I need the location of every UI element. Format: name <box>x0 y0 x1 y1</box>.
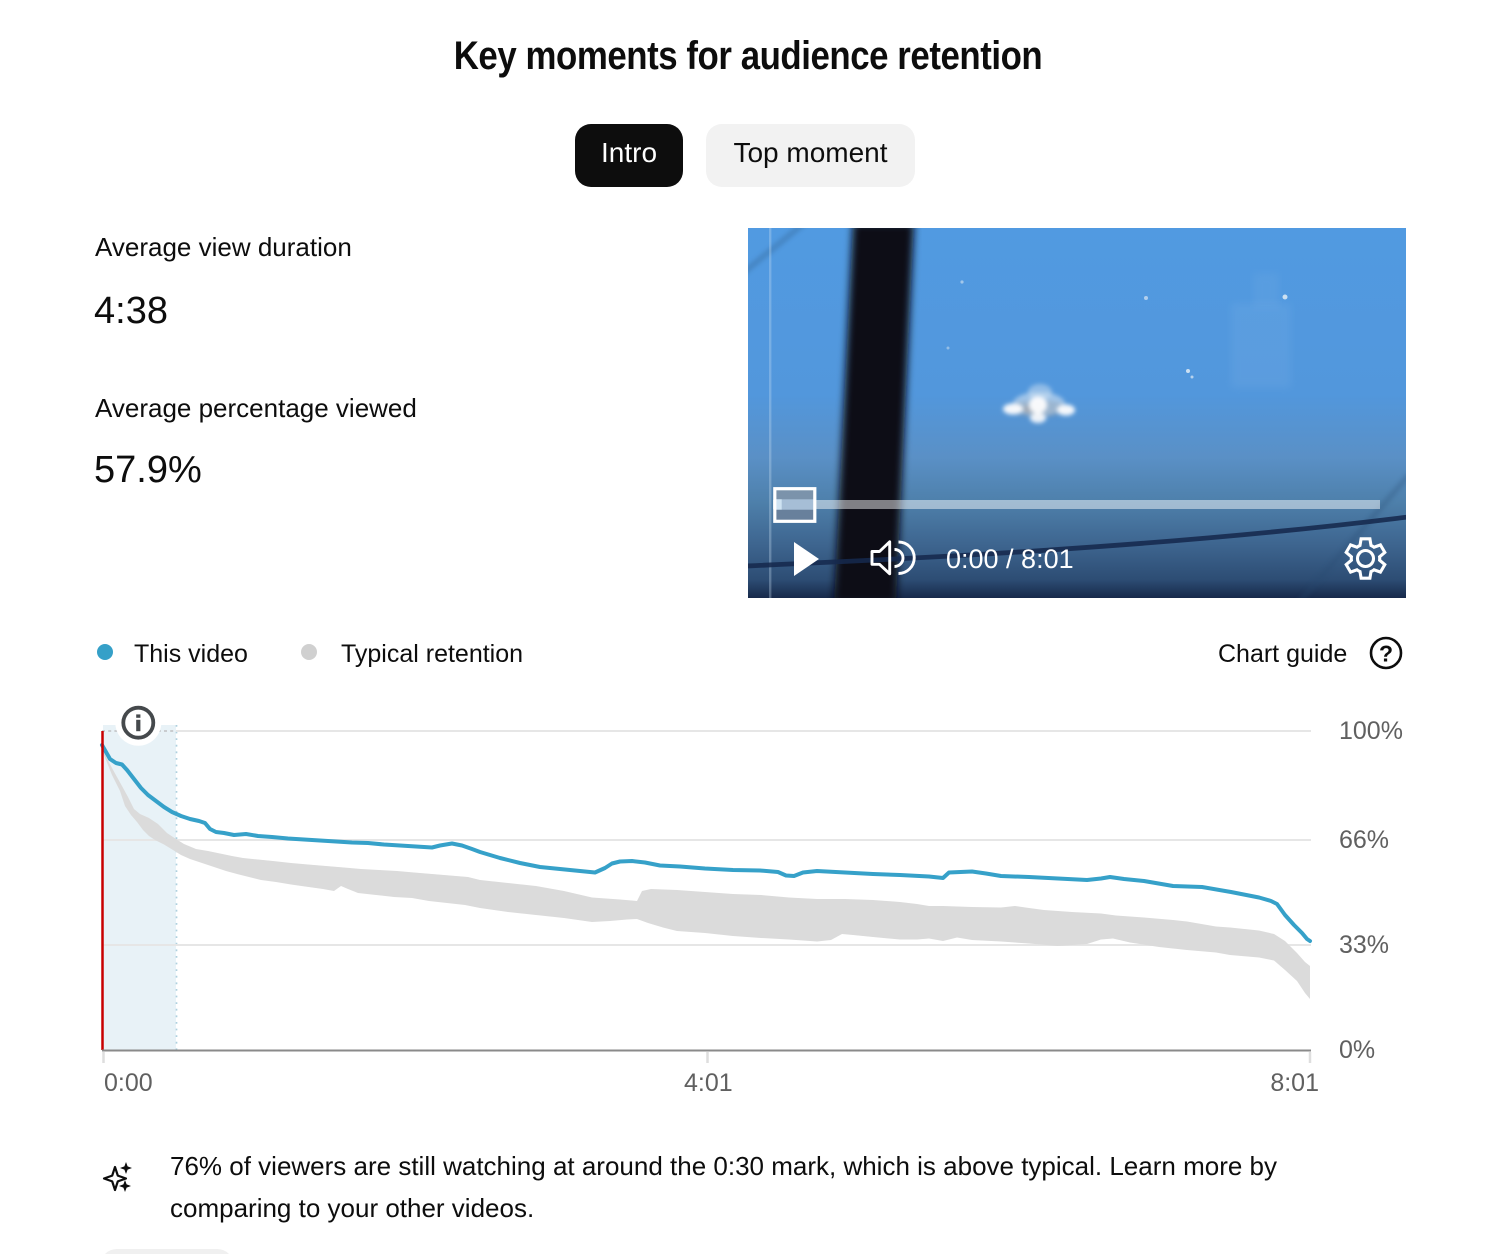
svg-text:?: ? <box>1379 641 1393 667</box>
svg-text:0:00 / 8:01: 0:00 / 8:01 <box>946 544 1074 574</box>
